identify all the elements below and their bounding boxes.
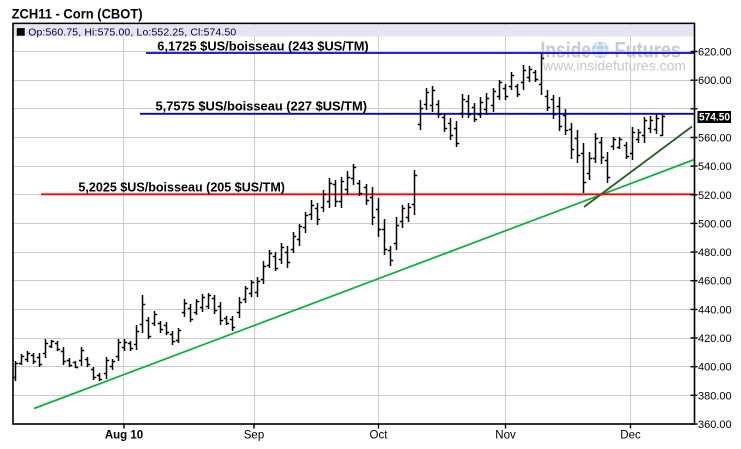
svg-text:560.00: 560.00 xyxy=(698,133,732,145)
svg-text:440.00: 440.00 xyxy=(698,304,732,316)
svg-text:420.00: 420.00 xyxy=(698,333,732,345)
svg-text:Nov: Nov xyxy=(495,429,516,441)
svg-text:480.00: 480.00 xyxy=(698,247,732,259)
svg-text:Inside: Inside xyxy=(541,38,592,63)
svg-text:400.00: 400.00 xyxy=(698,362,732,374)
svg-text:Aug 10: Aug 10 xyxy=(105,429,143,441)
svg-text:Op:560.75, Hi:575.00, Lo:552.2: Op:560.75, Hi:575.00, Lo:552.25, Cl:574.… xyxy=(28,27,236,38)
svg-text:500.00: 500.00 xyxy=(698,218,732,230)
svg-text:5,2025 $US/boisseau (205 $US/T: 5,2025 $US/boisseau (205 $US/TM) xyxy=(78,179,285,194)
svg-text:574.50: 574.50 xyxy=(699,112,730,124)
svg-text:Sep: Sep xyxy=(244,429,264,441)
svg-text:www.insidefutures.com: www.insidefutures.com xyxy=(542,59,686,74)
svg-text:360.00: 360.00 xyxy=(698,419,732,431)
svg-text:380.00: 380.00 xyxy=(698,390,732,402)
svg-text:Oct: Oct xyxy=(370,429,389,441)
svg-text:Dec: Dec xyxy=(620,429,641,441)
svg-text:ZCH11 - Corn (CBOT): ZCH11 - Corn (CBOT) xyxy=(12,5,143,21)
svg-text:5,7575 $US/boisseau (227 $US/T: 5,7575 $US/boisseau (227 $US/TM) xyxy=(156,99,368,114)
svg-text:540.00: 540.00 xyxy=(698,161,732,173)
svg-text:460.00: 460.00 xyxy=(698,276,732,288)
svg-text:520.00: 520.00 xyxy=(698,190,732,202)
svg-text:Futures: Futures xyxy=(615,38,682,63)
svg-text:600.00: 600.00 xyxy=(698,75,732,87)
svg-text:620.00: 620.00 xyxy=(698,47,732,59)
svg-text:6,1725 $US/boisseau (243 $US/T: 6,1725 $US/boisseau (243 $US/TM) xyxy=(157,39,368,54)
